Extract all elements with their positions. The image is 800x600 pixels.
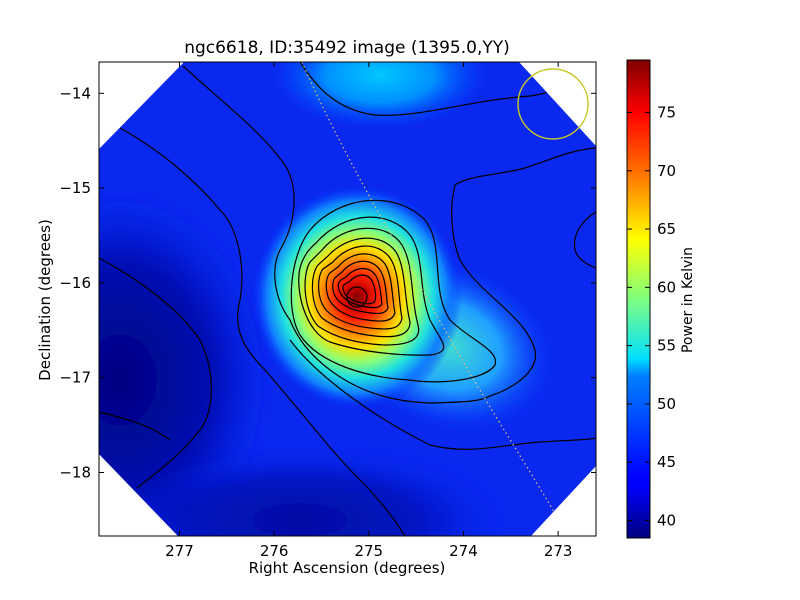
high-region-top bbox=[270, 62, 490, 130]
peak-region bbox=[252, 185, 462, 409]
contour-level-5 bbox=[318, 245, 403, 330]
contour-level-6 bbox=[325, 253, 396, 322]
y-tick-label: −18 bbox=[59, 463, 91, 481]
colorbar-tick-label: 45 bbox=[657, 453, 676, 471]
heatmap-image bbox=[99, 62, 596, 536]
y-axis: −14 −15 −16 −17 −18 bbox=[59, 84, 596, 481]
contour-level-2 bbox=[298, 216, 445, 356]
colorbar-tick-label: 75 bbox=[657, 103, 676, 121]
contour-level-8 bbox=[337, 268, 383, 309]
contour-lines bbox=[99, 62, 596, 536]
colorbar-tick-label: 50 bbox=[657, 395, 676, 413]
x-tick-label: 274 bbox=[449, 542, 478, 560]
contour-level-1 bbox=[290, 199, 497, 383]
beam-circle bbox=[517, 68, 589, 140]
x-tick-label: 275 bbox=[354, 542, 383, 560]
low-region-lower bbox=[100, 450, 500, 536]
colorbar: 40 45 50 55 60 65 70 75 Power in Kelvin bbox=[626, 59, 696, 539]
y-tick-label: −15 bbox=[59, 179, 91, 197]
contour-level-4 bbox=[311, 237, 411, 338]
contour-level-10 bbox=[346, 286, 368, 308]
x-axis-label: Right Ascension (degrees) bbox=[249, 559, 446, 577]
colorbar-tick-label: 60 bbox=[657, 278, 676, 296]
colorbar-gradient bbox=[626, 59, 651, 539]
x-tick-label: 276 bbox=[260, 542, 289, 560]
x-axis: 277 276 275 274 273 bbox=[165, 62, 572, 560]
plot-frame bbox=[98, 61, 597, 537]
x-tick-label: 277 bbox=[165, 542, 194, 560]
contour-upper-left bbox=[119, 127, 406, 536]
colorbar-tick-label: 65 bbox=[657, 220, 676, 238]
contour-left-lower bbox=[99, 257, 212, 489]
colorbar-label: Power in Kelvin bbox=[680, 247, 696, 353]
y-axis-label: Declination (degrees) bbox=[36, 219, 54, 381]
colorbar-ticks: 40 45 50 55 60 65 70 75 bbox=[627, 103, 676, 530]
contour-right-edge bbox=[573, 211, 596, 269]
colorbar-tick-label: 40 bbox=[657, 512, 676, 530]
y-tick-label: −16 bbox=[59, 274, 91, 292]
contour-middle bbox=[182, 65, 596, 404]
contour-level-3 bbox=[304, 227, 420, 346]
y-tick-label: −14 bbox=[59, 84, 91, 102]
y-tick-label: −17 bbox=[59, 369, 91, 387]
x-tick-label: 273 bbox=[544, 542, 573, 560]
colorbar-tick-label: 55 bbox=[657, 337, 676, 355]
dotted-track bbox=[301, 62, 561, 523]
contour-level-7 bbox=[332, 260, 389, 315]
contour-level-9 bbox=[342, 274, 377, 305]
contour-right-lower bbox=[99, 339, 596, 450]
colorbar-tick-label: 70 bbox=[657, 162, 676, 180]
chart-title: ngc6618, ID:35492 image (1395.0,YY) bbox=[184, 38, 510, 58]
